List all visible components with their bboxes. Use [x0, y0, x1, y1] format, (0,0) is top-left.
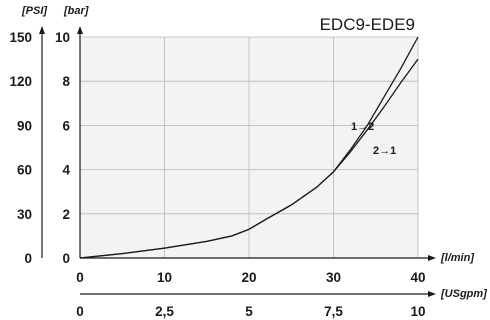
x-tick-label-lmin: 20	[241, 270, 256, 285]
x-tick-label-usgpm: 7,5	[324, 304, 343, 319]
x-unit-primary-label: [l/min]	[440, 252, 474, 264]
x-tick-label-usgpm: 2,5	[155, 304, 174, 319]
y-tick-label-bar: 10	[55, 30, 70, 45]
y-tick-label-bar: 0	[62, 251, 70, 266]
grid	[79, 36, 419, 259]
y-tick-label-bar: 8	[62, 74, 70, 89]
series-label-2-1: 2→1	[373, 145, 396, 157]
series	[79, 36, 419, 259]
y-tick-label-psi: 120	[9, 74, 32, 89]
axes	[39, 26, 436, 297]
y-tick-label-psi: 60	[17, 163, 32, 178]
x-tick-label-lmin: 40	[410, 270, 425, 285]
series-label-1-2: 1→2	[351, 121, 374, 133]
x-axis-lmin-arrow	[428, 255, 436, 261]
x-tick-label-lmin: 0	[76, 270, 84, 285]
x-unit-secondary-label: [USgpm]	[440, 288, 487, 300]
y-tick-label-bar: 6	[62, 118, 70, 133]
y-tick-label-bar: 2	[62, 207, 70, 222]
y-tick-label-psi: 30	[17, 207, 32, 222]
x-tick-label-usgpm: 0	[76, 304, 84, 319]
y-unit-left-label: [PSI]	[21, 5, 47, 17]
tick-labels: 0 2 4 6 8 10 0 30 60 90 120 150 0 10 20 30 40 0 2,5 5 7,5 10	[9, 30, 425, 319]
y-axis-bar-arrow	[77, 26, 83, 34]
y-unit-right-label: [bar]	[63, 5, 89, 17]
y-axis-psi-arrow	[39, 26, 45, 34]
y-tick-label-bar: 4	[62, 163, 70, 178]
x-tick-label-usgpm: 5	[245, 304, 253, 319]
x-tick-label-lmin: 30	[326, 270, 341, 285]
chart-title: EDC9-EDE9	[320, 15, 415, 34]
x-axis-usgpm-arrow	[428, 291, 436, 297]
y-tick-label-psi: 0	[24, 251, 32, 266]
y-tick-label-psi: 90	[17, 118, 32, 133]
x-tick-label-usgpm: 10	[410, 304, 425, 319]
x-tick-label-lmin: 10	[157, 270, 172, 285]
y-tick-label-psi: 150	[9, 30, 32, 45]
series-line-2	[79, 58, 419, 259]
